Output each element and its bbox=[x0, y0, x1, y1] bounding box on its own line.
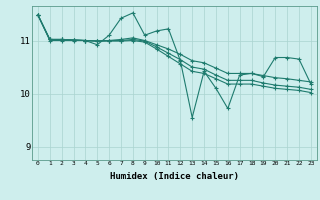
X-axis label: Humidex (Indice chaleur): Humidex (Indice chaleur) bbox=[110, 172, 239, 181]
